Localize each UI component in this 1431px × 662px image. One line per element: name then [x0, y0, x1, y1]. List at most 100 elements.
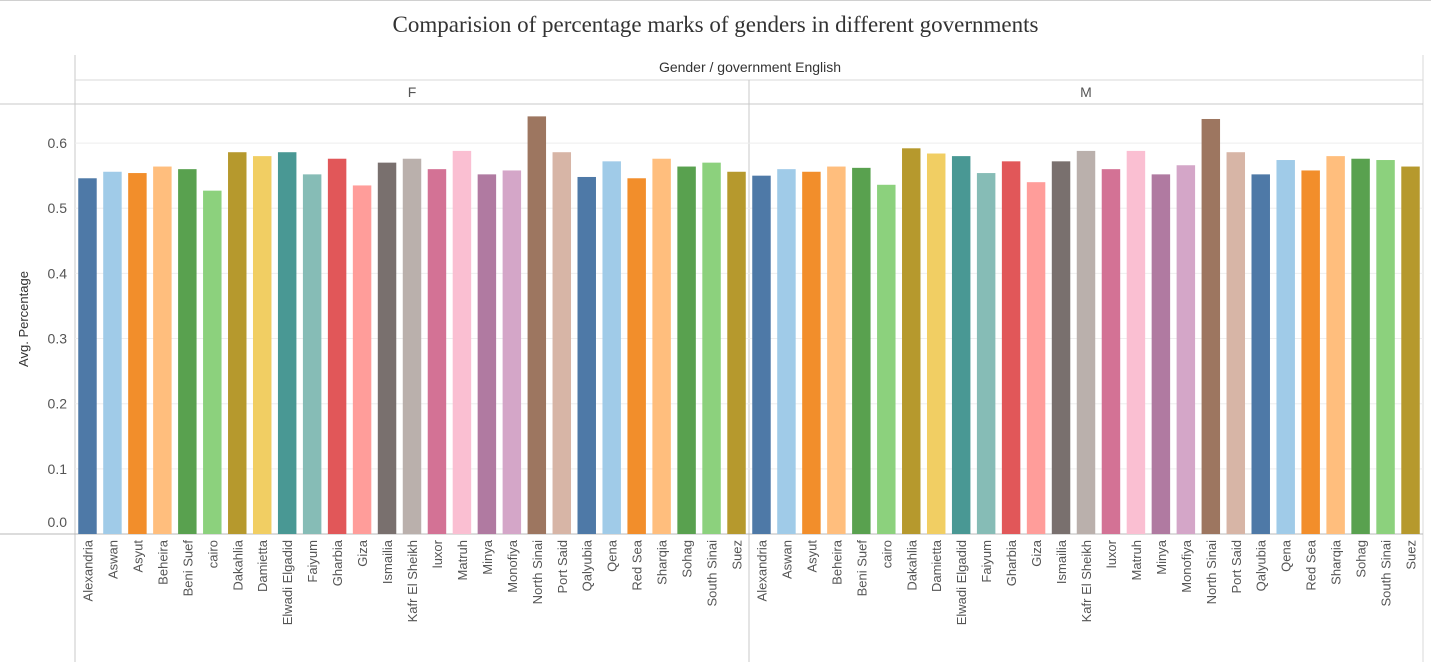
bar-M-asyut[interactable] [802, 171, 821, 534]
bar-M-beheira[interactable] [827, 166, 846, 534]
x-tick-label: Damietta [929, 539, 944, 592]
x-tick-label: Aswan [779, 540, 794, 579]
bar-F-giza[interactable] [352, 185, 372, 534]
bar-M-qalyubia[interactable] [1251, 174, 1270, 534]
x-tick-label: luxor [1104, 539, 1119, 568]
bar-F-minya[interactable] [477, 174, 497, 534]
bar-F-red-sea[interactable] [627, 178, 646, 535]
bar-F-matruh[interactable] [452, 150, 472, 534]
x-tick-label: Asyut [804, 540, 819, 573]
bar-M-north-sinai[interactable] [1201, 118, 1221, 534]
bar-F-sohag[interactable] [677, 166, 696, 534]
x-tick-label: Qena [1279, 539, 1294, 572]
x-tick-label: cairo [879, 540, 894, 568]
bar-M-red-sea[interactable] [1301, 170, 1320, 535]
y-tick-label: 0.0 [48, 514, 68, 530]
x-tick-label: Sharqia [1329, 539, 1344, 585]
bar-M-matruh[interactable] [1126, 150, 1146, 534]
x-tick-label: luxor [430, 539, 445, 568]
x-axis-labels: Alexandria Aswan Asyut Beheira Beni Suef cair… [80, 539, 1418, 625]
y-tick-label: 0.3 [48, 331, 68, 347]
panel-header-M: M [1080, 84, 1092, 100]
x-tick-label: Monofiya [505, 539, 520, 593]
bar-F-qena[interactable] [602, 161, 621, 535]
x-tick-label: Sohag [1354, 540, 1369, 578]
x-tick-label: Red Sea [630, 539, 645, 590]
bar-M-monofiya[interactable] [1176, 165, 1196, 534]
x-tick-label: Qena [605, 539, 620, 572]
bar-M-giza[interactable] [1026, 182, 1046, 534]
bar-M-sohag[interactable] [1351, 158, 1370, 534]
x-tick-label: Faiyum [305, 540, 320, 583]
bar-M-beni-suef[interactable] [852, 167, 871, 534]
bar-F-elwadi-elgadid[interactable] [277, 152, 297, 534]
x-tick-label: Elwadi Elgadid [954, 540, 969, 625]
bar-F-port-said[interactable] [552, 152, 572, 534]
chart-title: Comparision of percentage marks of gende… [392, 12, 1039, 37]
x-tick-label: Qalyubia [1254, 539, 1269, 591]
bar-F-gharbia[interactable] [327, 158, 347, 534]
bar-F-cairo[interactable] [203, 190, 222, 534]
x-tick-label: Elwadi Elgadid [280, 540, 295, 625]
bar-M-qena[interactable] [1276, 160, 1295, 534]
bar-F-south-sinai[interactable] [702, 162, 721, 535]
bar-F-north-sinai[interactable] [527, 116, 547, 534]
bar-F-alexandria[interactable] [78, 178, 97, 535]
bar-M-south-sinai[interactable] [1376, 160, 1395, 534]
bar-M-elwadi-elgadid[interactable] [951, 156, 971, 534]
bar-F-beheira[interactable] [153, 166, 172, 534]
bar-M-minya[interactable] [1151, 174, 1171, 534]
bar-M-damietta[interactable] [926, 153, 946, 535]
bar-M-suez[interactable] [1401, 166, 1420, 534]
x-tick-label: Dakahlia [904, 539, 919, 590]
bar-F-sharqia[interactable] [652, 158, 671, 534]
x-tick-label: Qalyubia [580, 539, 595, 591]
x-tick-label: Aswan [105, 540, 120, 579]
bar-F-monofiya[interactable] [502, 170, 522, 535]
bar-M-ismailia[interactable] [1051, 161, 1071, 535]
bar-M-gharbia[interactable] [1001, 161, 1021, 535]
bar-M-cairo[interactable] [877, 184, 896, 534]
bar-F-aswan[interactable] [103, 171, 122, 534]
x-tick-label: Kafr El Sheikh [405, 540, 420, 622]
bar-M-alexandria[interactable] [752, 175, 771, 534]
bar-M-kafr-el-sheikh[interactable] [1076, 150, 1096, 534]
y-axis-label: Avg. Percentage [16, 271, 31, 367]
x-tick-label: Beheira [155, 539, 170, 585]
bar-F-dakahlia[interactable] [228, 152, 247, 534]
bar-F-luxor[interactable] [427, 169, 447, 534]
x-tick-label: Giza [355, 539, 370, 567]
bar-F-kafr-el-sheikh[interactable] [402, 158, 422, 534]
y-tick-label: 0.2 [48, 396, 68, 412]
bar-M-luxor[interactable] [1101, 169, 1121, 534]
x-tick-label: Kafr El Sheikh [1079, 540, 1094, 622]
bar-M-port-said[interactable] [1226, 152, 1246, 534]
x-tick-label: Port Said [1229, 540, 1244, 593]
bar-F-beni-suef[interactable] [178, 169, 197, 534]
bar-F-damietta[interactable] [252, 156, 272, 534]
y-tick-label: 0.4 [48, 265, 68, 281]
bar-F-faiyum[interactable] [302, 174, 322, 534]
bar-F-ismailia[interactable] [377, 162, 397, 535]
bar-F-asyut[interactable] [128, 173, 147, 534]
bar-M-aswan[interactable] [777, 169, 796, 534]
x-tick-label: Sharqia [655, 539, 670, 585]
bar-F-suez[interactable] [727, 171, 746, 534]
x-tick-label: South Sinai [705, 540, 720, 607]
x-tick-label: Minya [1154, 539, 1169, 574]
x-tick-label: Gharbia [330, 539, 345, 586]
x-tick-label: Damietta [255, 539, 270, 592]
x-tick-label: Ismailia [380, 539, 395, 584]
bar-M-dakahlia[interactable] [902, 148, 921, 534]
x-tick-label: Beni Suef [854, 540, 869, 597]
x-tick-label: Beni Suef [180, 540, 195, 597]
y-tick-label: 0.1 [48, 461, 68, 477]
y-tick-label: 0.6 [48, 135, 68, 151]
x-tick-label: Alexandria [80, 539, 95, 601]
x-tick-label: Asyut [130, 540, 145, 573]
bar-M-sharqia[interactable] [1326, 156, 1345, 534]
bar-F-qalyubia[interactable] [577, 176, 596, 534]
bar-M-faiyum[interactable] [976, 173, 996, 534]
x-tick-label: Alexandria [754, 539, 769, 601]
